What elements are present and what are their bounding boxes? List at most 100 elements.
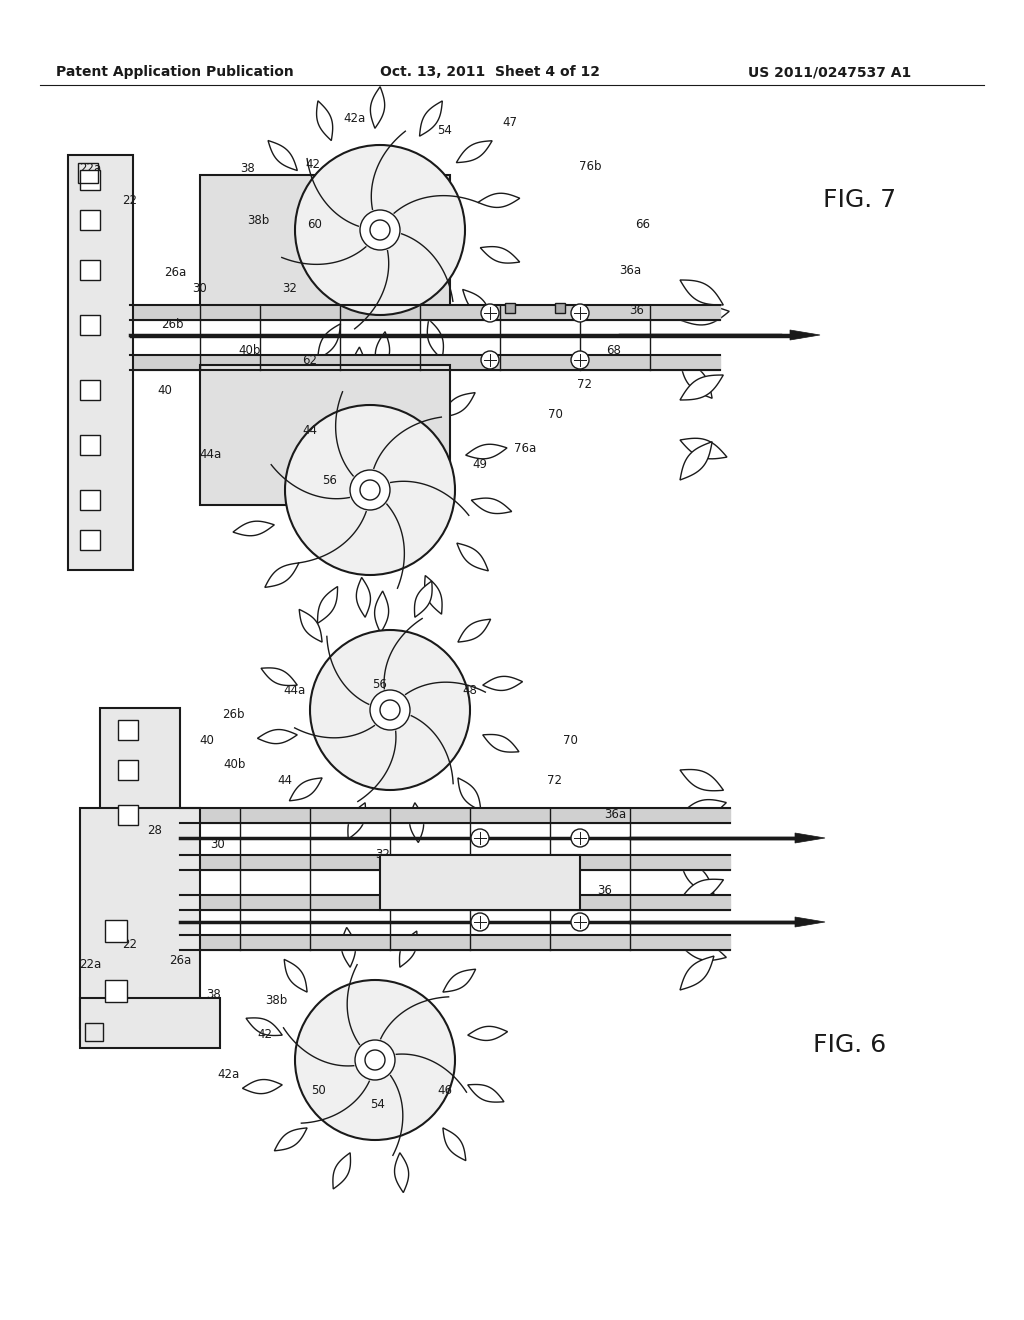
Polygon shape [299,610,323,642]
Circle shape [350,470,390,510]
Bar [118,719,138,741]
Circle shape [481,351,499,370]
Text: 26a: 26a [164,265,186,279]
Polygon shape [680,280,723,305]
Polygon shape [265,562,299,587]
Polygon shape [375,591,389,634]
Polygon shape [680,861,714,894]
Circle shape [571,351,589,370]
Circle shape [471,829,489,847]
Text: 44a: 44a [199,449,221,462]
Polygon shape [790,330,820,341]
Bar [200,366,450,506]
Bar [105,920,127,942]
Text: 40b: 40b [239,343,261,356]
Bar [85,1023,103,1041]
Polygon shape [348,803,366,840]
Text: 70: 70 [548,408,562,421]
Text: 36a: 36a [604,808,626,821]
Circle shape [295,979,455,1140]
Text: 36a: 36a [618,264,641,276]
Polygon shape [268,140,297,170]
Polygon shape [316,100,333,141]
Text: 70: 70 [562,734,578,747]
Bar [105,979,127,1002]
Text: 30: 30 [211,838,225,851]
Text: 44: 44 [278,774,293,787]
Bar [555,304,565,313]
Polygon shape [443,969,476,993]
Polygon shape [333,1152,350,1189]
Polygon shape [246,1018,283,1035]
Polygon shape [252,409,283,437]
Bar [80,490,100,510]
Text: 49: 49 [472,458,487,471]
Polygon shape [680,942,726,961]
Text: 72: 72 [578,379,593,392]
Polygon shape [257,730,297,743]
Polygon shape [680,306,729,325]
Polygon shape [356,577,371,618]
Text: 22a: 22a [79,958,101,972]
Text: 72: 72 [548,774,562,787]
Circle shape [295,145,465,315]
Text: 56: 56 [373,678,387,692]
Polygon shape [415,581,432,618]
Polygon shape [680,800,726,818]
Bar [80,210,100,230]
Polygon shape [680,956,714,990]
Polygon shape [410,803,424,842]
Polygon shape [457,141,493,162]
Polygon shape [471,498,512,513]
Bar [80,808,200,1028]
Circle shape [360,210,400,249]
Text: 42a: 42a [344,111,367,124]
Text: 38: 38 [207,989,221,1002]
Polygon shape [468,1027,508,1040]
Text: 76a: 76a [514,441,537,454]
Text: 44a: 44a [284,684,306,697]
Text: Oct. 13, 2011  Sheet 4 of 12: Oct. 13, 2011 Sheet 4 of 12 [380,65,600,79]
Polygon shape [463,289,492,319]
Polygon shape [795,833,825,843]
Polygon shape [298,366,315,404]
Bar [80,531,100,550]
Text: 48: 48 [463,684,477,697]
Text: 38b: 38b [247,214,269,227]
Text: 32: 32 [376,849,390,862]
Text: 56: 56 [323,474,338,487]
Text: 42: 42 [305,158,321,172]
Bar [78,162,98,183]
Text: 22a: 22a [79,161,101,174]
Polygon shape [466,445,507,459]
Polygon shape [285,960,307,993]
Text: 26b: 26b [161,318,183,331]
Text: 40b: 40b [224,759,246,771]
Polygon shape [341,928,355,968]
Polygon shape [443,1127,466,1160]
Polygon shape [480,247,520,263]
Text: FIG. 7: FIG. 7 [823,187,897,213]
Text: 40: 40 [200,734,214,747]
Circle shape [571,913,589,931]
Polygon shape [482,734,519,752]
Text: 26a: 26a [169,953,191,966]
Bar [200,176,450,315]
Polygon shape [457,543,488,570]
Polygon shape [680,438,727,459]
Polygon shape [241,197,280,214]
Bar [80,170,100,190]
Bar [118,760,138,780]
Polygon shape [427,319,443,359]
Text: 54: 54 [371,1098,385,1111]
Text: 28: 28 [147,824,163,837]
Polygon shape [274,1127,307,1151]
Text: US 2011/0247537 A1: US 2011/0247537 A1 [749,65,911,79]
Text: 22: 22 [123,194,137,206]
Polygon shape [261,668,297,685]
Polygon shape [243,1080,283,1094]
Polygon shape [680,375,723,400]
Bar [100,708,180,908]
Text: FIG. 6: FIG. 6 [813,1034,887,1057]
Bar [118,805,138,825]
